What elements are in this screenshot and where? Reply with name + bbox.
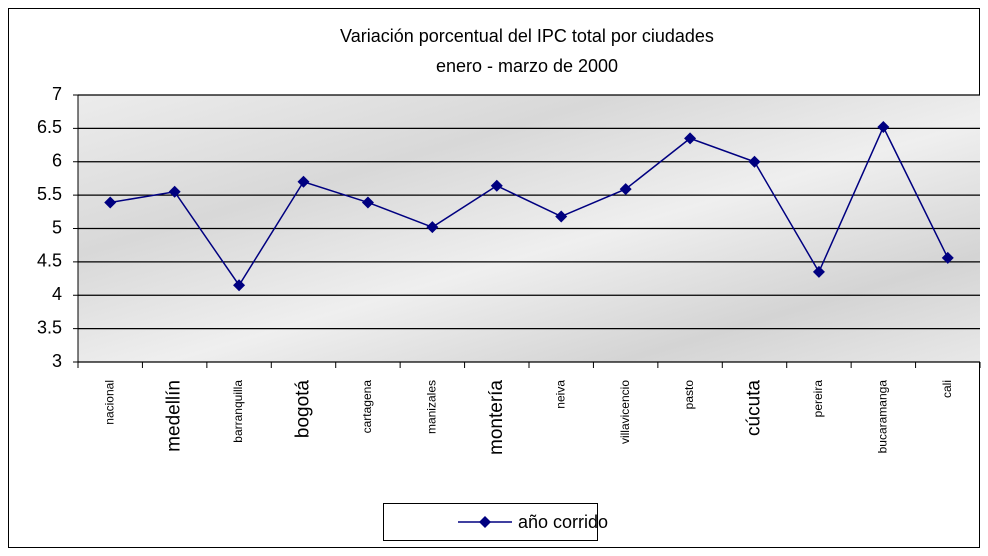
x-tick-label: montería: [486, 380, 507, 455]
x-tick-label: bucaramanga: [876, 380, 890, 454]
chart-title: Variación porcentual del IPC total por c…: [340, 26, 714, 46]
y-tick-label: 3: [52, 351, 62, 371]
y-tick-label: 6.5: [37, 117, 62, 137]
chart-subtitle: enero - marzo de 2000: [436, 56, 618, 76]
point-marker: [426, 221, 439, 234]
point-marker: [555, 210, 568, 223]
x-tick-label: medellín: [164, 380, 185, 452]
y-tick-label: 4.5: [37, 251, 62, 271]
point-marker: [104, 196, 117, 209]
x-tick-label: nacional: [102, 380, 116, 425]
point-marker: [684, 132, 697, 145]
x-tick-label: manizales: [425, 380, 439, 434]
legend-marker: [479, 516, 491, 528]
point-marker: [233, 279, 246, 292]
y-tick-label: 5.5: [37, 184, 62, 204]
point-marker: [168, 185, 181, 198]
point-marker: [619, 183, 632, 196]
legend-label: año corrido: [518, 512, 608, 532]
point-marker: [748, 155, 761, 168]
x-tick-label: bogotá: [293, 380, 314, 439]
x-tick-label: pereira: [811, 380, 825, 418]
point-marker: [812, 265, 825, 278]
point-marker: [297, 175, 310, 188]
y-tick-label: 3.5: [37, 317, 62, 337]
y-tick-label: 5: [52, 217, 62, 237]
y-tick-label: 7: [52, 84, 62, 104]
x-tick-label: barranquilla: [231, 380, 245, 443]
point-marker: [941, 251, 954, 264]
x-tick-label: cali: [940, 380, 954, 398]
point-marker: [361, 196, 374, 209]
point-marker: [490, 179, 503, 192]
series-line: [110, 125, 949, 287]
x-tick-label: pasto: [682, 380, 696, 410]
x-tick-label: cúcuta: [744, 380, 765, 436]
x-tick-label: neiva: [553, 380, 567, 409]
y-tick-label: 6: [52, 151, 62, 171]
x-tick-label: cartagena: [360, 380, 374, 434]
point-marker: [877, 121, 890, 134]
y-tick-label: 4: [52, 284, 62, 304]
x-tick-label: villavicencio: [618, 380, 632, 444]
